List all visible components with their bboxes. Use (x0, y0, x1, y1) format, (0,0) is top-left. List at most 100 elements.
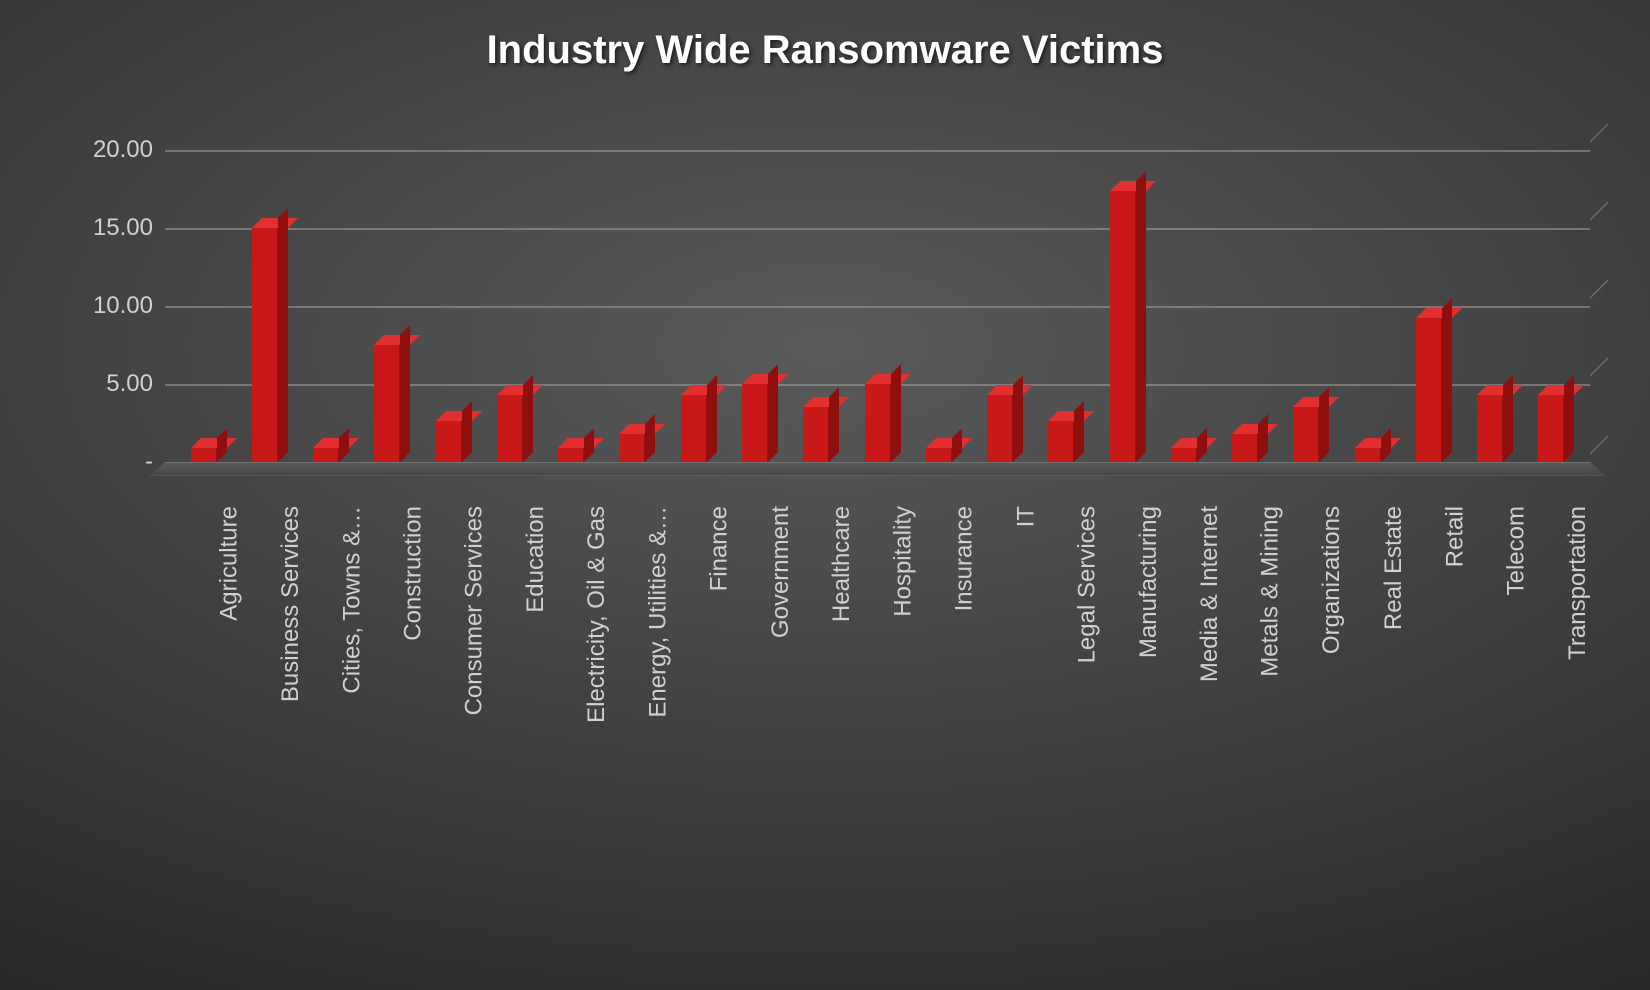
bar-slot (479, 150, 540, 462)
bar-slot (724, 150, 785, 462)
bar-top (1232, 424, 1278, 434)
bar-side (400, 325, 410, 462)
bar-slot (1276, 150, 1337, 462)
bar-slot (1337, 150, 1398, 462)
x-axis-label: Metals & Mining (1257, 506, 1285, 677)
bar-side (1136, 171, 1146, 462)
bar-front (252, 228, 278, 462)
x-axis-label: Education (522, 506, 550, 613)
bar-top (1477, 385, 1523, 395)
bar (1110, 191, 1136, 462)
bar-front (1538, 395, 1564, 462)
bar-top (681, 385, 727, 395)
x-axis-label: Cities, Towns &… (338, 506, 366, 694)
bar-top (1355, 438, 1401, 448)
x-axis-label: Government (767, 506, 795, 638)
bar-front (313, 448, 339, 462)
bar (1232, 434, 1258, 462)
bar (313, 448, 339, 462)
bar-slot (296, 150, 357, 462)
bar-top (1416, 308, 1462, 318)
bar-side (1564, 375, 1574, 462)
bar (619, 434, 645, 462)
bar-front (803, 407, 829, 462)
bar-slot (1031, 150, 1092, 462)
x-axis-label: Legal Services (1073, 506, 1101, 663)
bar-side (829, 387, 839, 462)
bar-side (278, 208, 288, 462)
bar (1355, 448, 1381, 462)
bar (436, 421, 462, 462)
bar-front (681, 395, 707, 462)
bar-top (865, 374, 911, 384)
bar-top (497, 385, 543, 395)
bar-side (1503, 375, 1513, 462)
bar-slot (541, 150, 602, 462)
x-axis-label: Real Estate (1380, 506, 1408, 630)
bar-front (558, 448, 584, 462)
bar-side (1074, 401, 1084, 462)
bar-top (374, 335, 420, 345)
x-axis-label: Finance (706, 506, 734, 591)
bar-top (742, 374, 788, 384)
x-axis-label: Organizations (1318, 506, 1346, 654)
bar-side (952, 428, 962, 462)
bar-slot (1521, 150, 1582, 462)
bar-side (645, 414, 655, 462)
bar-slot (969, 150, 1030, 462)
x-axis-label: Retail (1441, 506, 1469, 567)
bar-top (926, 438, 972, 448)
bar-front (374, 345, 400, 462)
bar-side (1442, 298, 1452, 462)
bar-side (462, 401, 472, 462)
bar-side (339, 428, 349, 462)
x-axis-label: Manufacturing (1135, 506, 1163, 658)
bar (1416, 318, 1442, 462)
bar-top (1048, 411, 1094, 421)
bar (865, 384, 891, 462)
bar-side (523, 375, 533, 462)
x-axis-label: Business Services (277, 506, 305, 702)
bar-front (436, 421, 462, 462)
bar-top (252, 218, 298, 228)
bar-side (1319, 387, 1329, 462)
bar-side (584, 428, 594, 462)
bar (497, 395, 523, 462)
bar-slot (663, 150, 724, 462)
bar-side (1381, 428, 1391, 462)
bar-slot (1215, 150, 1276, 462)
bar-slot (234, 150, 295, 462)
bar (374, 345, 400, 462)
x-axis-label: Telecom (1502, 506, 1530, 595)
bar (742, 384, 768, 462)
bar-top (1538, 385, 1584, 395)
bar-top (1171, 438, 1217, 448)
bar-front (926, 448, 952, 462)
bar-side (1258, 414, 1268, 462)
y-tick-label: 15.00 (93, 214, 153, 242)
bar (926, 448, 952, 462)
bar-slot (1398, 150, 1459, 462)
x-axis-label: Agriculture (216, 506, 244, 621)
bar (1477, 395, 1503, 462)
bar (1048, 421, 1074, 462)
x-axis-label: Insurance (951, 506, 979, 611)
bar-slot (357, 150, 418, 462)
bar-top (558, 438, 604, 448)
bar-top (1293, 397, 1339, 407)
bar-side (707, 375, 717, 462)
bar-slot (418, 150, 479, 462)
x-axis-label: Transportation (1563, 506, 1591, 660)
bar-side (217, 428, 227, 462)
y-tick-label: 5.00 (106, 370, 153, 398)
y-tick-label: - (145, 448, 153, 476)
bar-front (1416, 318, 1442, 462)
bar-slot (173, 150, 234, 462)
x-axis-label: Consumer Services (461, 506, 489, 715)
y-tick-label: 10.00 (93, 292, 153, 320)
bar-slot (1092, 150, 1153, 462)
chart-title: Industry Wide Ransomware Victims (0, 28, 1650, 73)
bar (1171, 448, 1197, 462)
bar-slot (602, 150, 663, 462)
x-axis-label: Media & Internet (1196, 506, 1224, 682)
